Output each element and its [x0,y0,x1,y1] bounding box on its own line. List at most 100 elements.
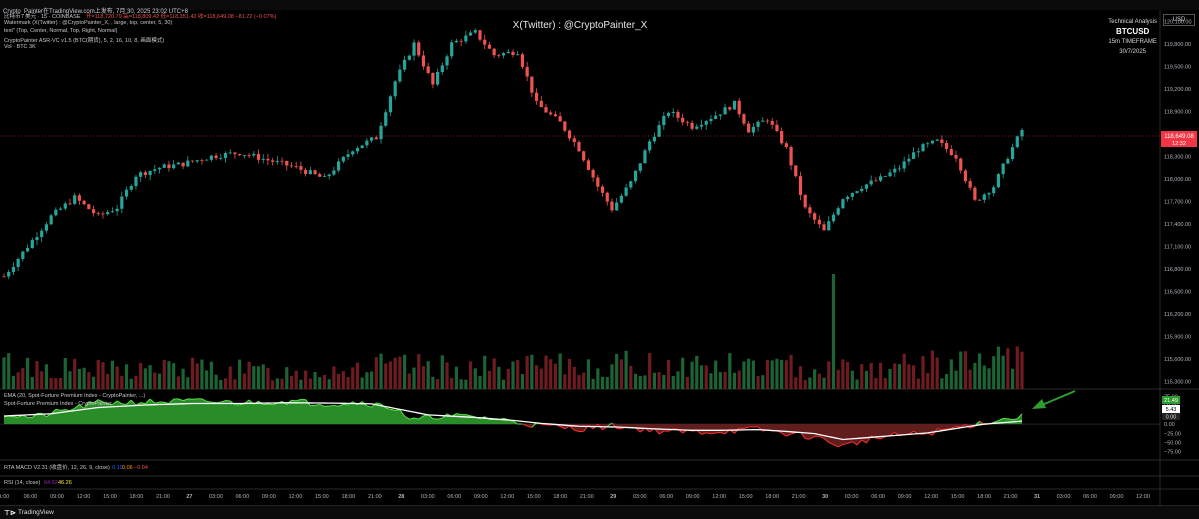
candle-body [893,169,896,173]
candle-body [389,96,392,112]
volume-bar [153,373,156,389]
volume-bar [625,351,628,389]
candle-body [695,127,698,129]
volume-bar [846,362,849,389]
rsi-label[interactable]: RSI (14, close) [4,480,41,486]
volume-bar [940,378,943,389]
volume-bar [450,378,453,389]
candle-body [526,67,529,77]
volume-bar [134,376,137,389]
volume-bar [874,378,877,389]
candle-body [879,176,882,180]
volume-bar [766,360,769,389]
candle-body [516,54,519,55]
volume-bar [342,371,345,389]
candle-body [210,156,213,160]
tradingview-logo-icon[interactable]: ⊤⊳ [4,509,16,517]
volume-bar [257,366,260,389]
candle-body [799,176,802,195]
volume-bar [313,372,316,389]
volume-bar [31,377,34,389]
macd-label[interactable]: RTA MACD V2.31 (收盘价, 12, 26, 9, close) [4,463,110,471]
pane2-label-1[interactable]: EMA (20, Spot-Furture Premium Index - Cr… [4,393,145,399]
volume-bar [200,360,203,389]
candle-body [709,119,712,121]
volume-bar [445,362,448,389]
volume-bar [149,365,152,389]
macd-val-2: 0.06 [122,465,133,471]
volume-bar [163,360,166,389]
volume-bar [761,375,764,389]
candle-body [17,259,20,267]
volume-bar [643,375,646,389]
volume-bar [412,368,415,389]
osc-line-segment [61,410,66,411]
volume-bar [26,358,29,389]
time-axis-tick: 09:00 [898,494,912,500]
volume-bar [931,351,934,389]
time-axis-tick: 15:00 [739,494,753,500]
chart-canvas[interactable]: 120,100.00119,800.00119,500.00119,200.00… [0,0,1199,505]
volume-bar [676,371,679,389]
volume-bar [346,377,349,389]
time-axis-tick: 15:00 [103,494,117,500]
volume-bar [808,377,811,389]
brand-label[interactable]: TradingView [18,509,54,516]
volume-bar [672,376,675,389]
volume-bar [403,355,406,389]
volume-bar [332,367,335,389]
volume-bar [592,379,595,389]
time-axis-tick: 15:00 [527,494,541,500]
volume-bar [45,364,48,389]
volume-bar [973,363,976,389]
volume-bar [997,347,1000,389]
volume-bar [903,354,906,389]
candle-body [1011,147,1014,159]
time-axis-tick: 03:00 [633,494,647,500]
osc-line-segment [395,410,400,411]
volume-bar [210,362,213,389]
price-axis[interactable]: 120,100.00119,800.00119,500.00119,200.00… [1164,19,1192,385]
candle-body [474,30,477,32]
candle-body [945,143,948,149]
volume-bar [936,358,939,389]
candle-body [1016,136,1019,147]
volume-bar [700,365,703,389]
candle-body [771,121,774,125]
candle-body [464,35,467,41]
volume-bar [898,364,901,389]
candle-body [181,163,184,167]
candle-body [337,161,340,170]
volume-bar [535,365,538,389]
pane2-label-2[interactable]: Spot-Furture Premium Index - CryptoPaint… [4,401,112,407]
candle-body [983,194,986,199]
candle-body [884,176,887,177]
volume-bar [841,359,844,389]
volume-bar [667,360,670,389]
candle-body [427,66,430,73]
candle-body [422,55,425,66]
volume-bar [422,366,425,389]
volume-bar [64,358,67,389]
candle-body [130,186,133,190]
volume-bar [804,380,807,389]
volume-bar [526,356,529,389]
volume-bar [785,360,788,389]
candle-body [478,30,481,39]
candle-body [728,107,731,109]
candle-body [285,161,288,166]
candle-body [912,152,915,159]
volume-bar [158,374,161,389]
volume-bar [455,367,458,389]
volume-bar [568,359,571,389]
candle-body [587,160,590,170]
candle-body [964,171,967,182]
candle-body [837,208,840,215]
candle-body [851,193,854,197]
candle-body [813,213,816,219]
candle-body [332,170,335,174]
time-axis-tick: 09:00 [50,494,64,500]
volume-bar [789,355,792,389]
candle-body [318,174,321,177]
